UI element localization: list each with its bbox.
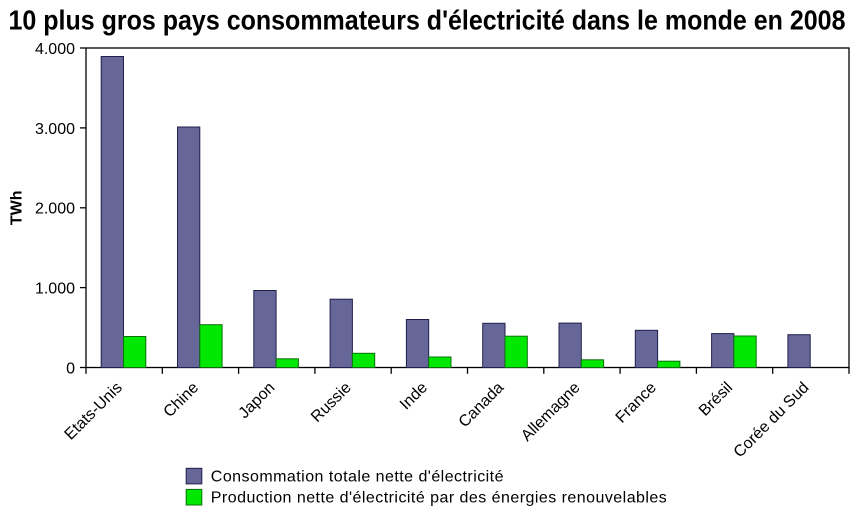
- svg-text:0: 0: [66, 360, 75, 377]
- svg-text:3.000: 3.000: [35, 121, 75, 138]
- svg-text:Consommation totale nette d'él: Consommation totale nette d'électricité: [211, 469, 504, 486]
- svg-text:Production nette d'électricité: Production nette d'électricité par des é…: [211, 489, 667, 506]
- svg-text:TWh: TWh: [9, 190, 26, 225]
- svg-text:10 plus gros pays consommateur: 10 plus gros pays consommateurs d'électr…: [9, 5, 846, 36]
- svg-text:1.000: 1.000: [35, 281, 75, 298]
- svg-text:2.000: 2.000: [35, 201, 75, 218]
- svg-text:4.000: 4.000: [35, 41, 75, 58]
